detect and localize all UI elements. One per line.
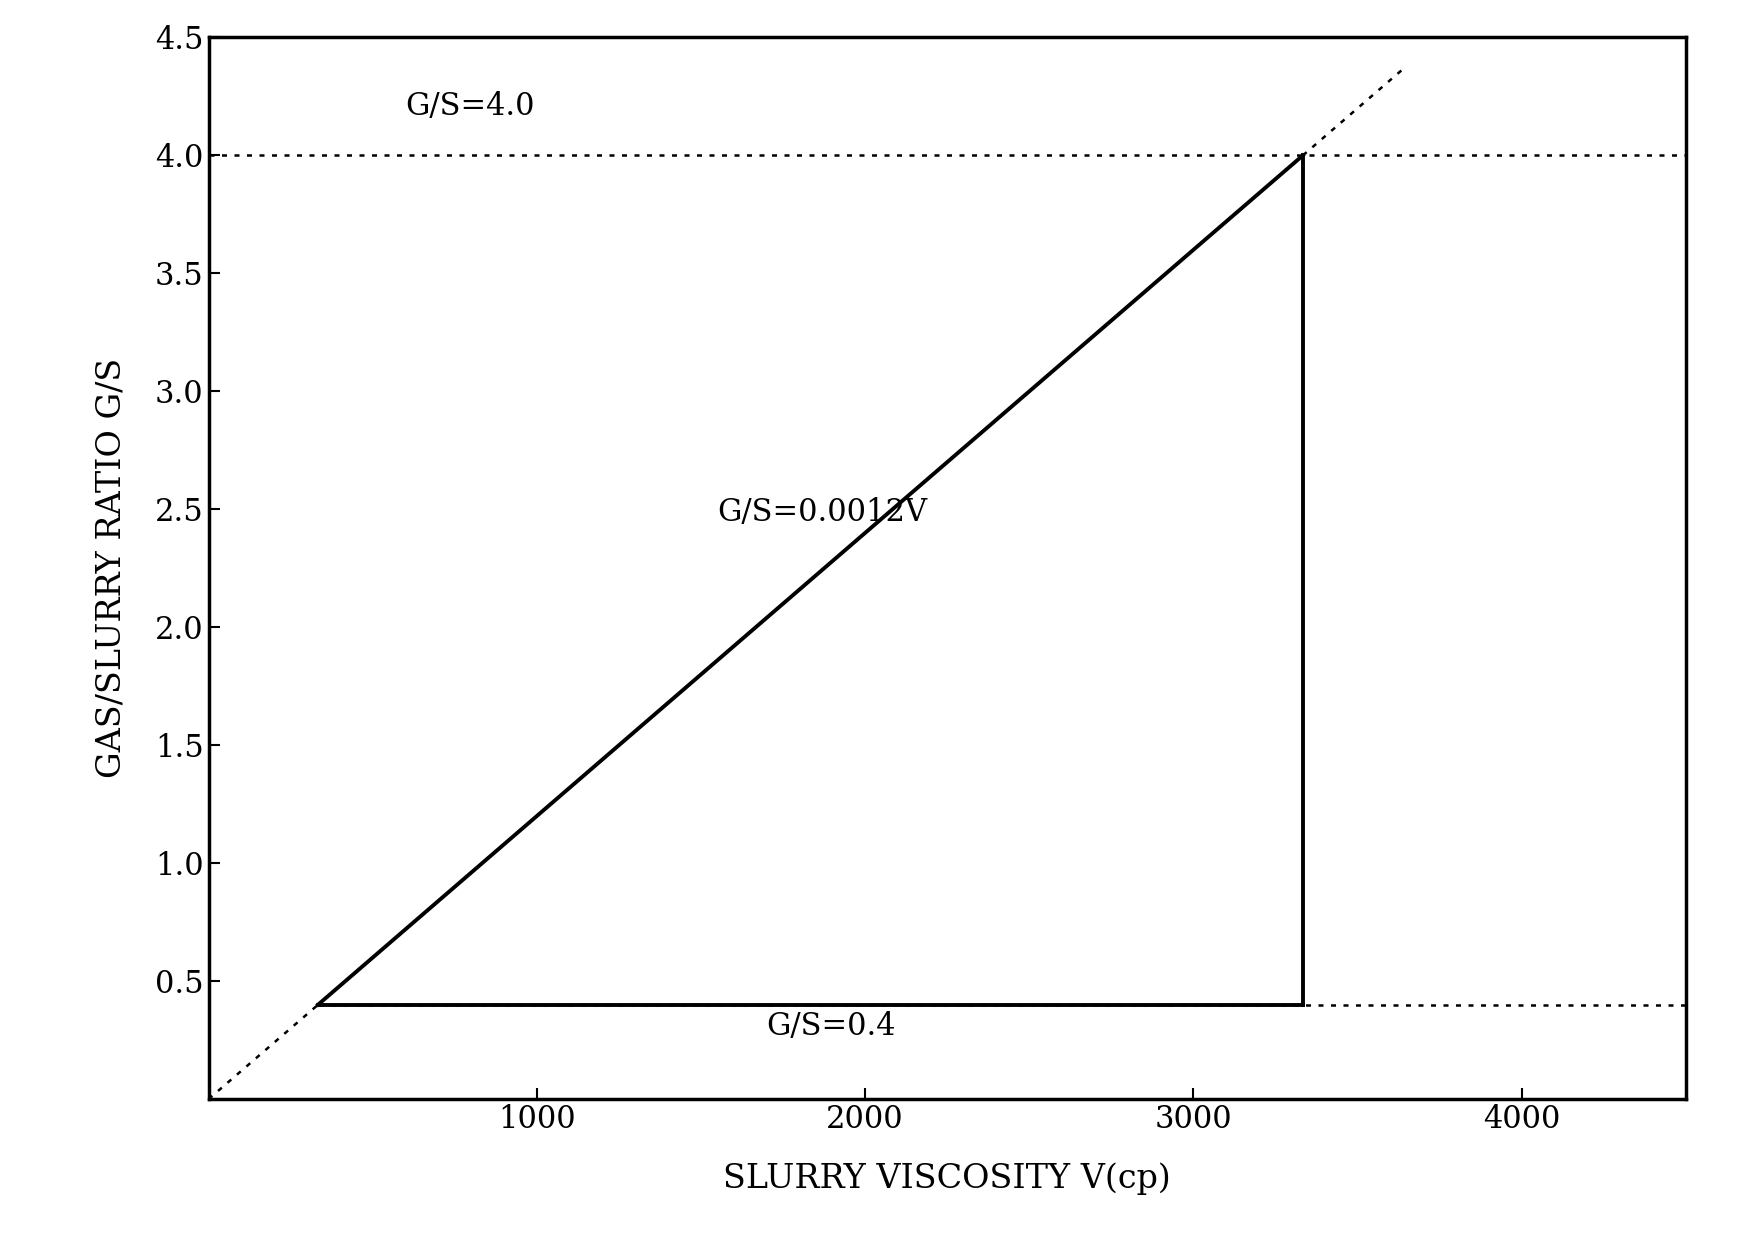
Polygon shape xyxy=(318,155,1304,1004)
X-axis label: SLURRY VISCOSITY V(cp): SLURRY VISCOSITY V(cp) xyxy=(723,1163,1171,1195)
Text: G/S=0.0012V: G/S=0.0012V xyxy=(718,497,928,528)
Text: G/S=0.4: G/S=0.4 xyxy=(766,1012,897,1043)
Text: G/S=4.0: G/S=4.0 xyxy=(405,91,535,122)
Y-axis label: GAS/SLURRY RATIO G/S: GAS/SLURRY RATIO G/S xyxy=(96,358,127,778)
